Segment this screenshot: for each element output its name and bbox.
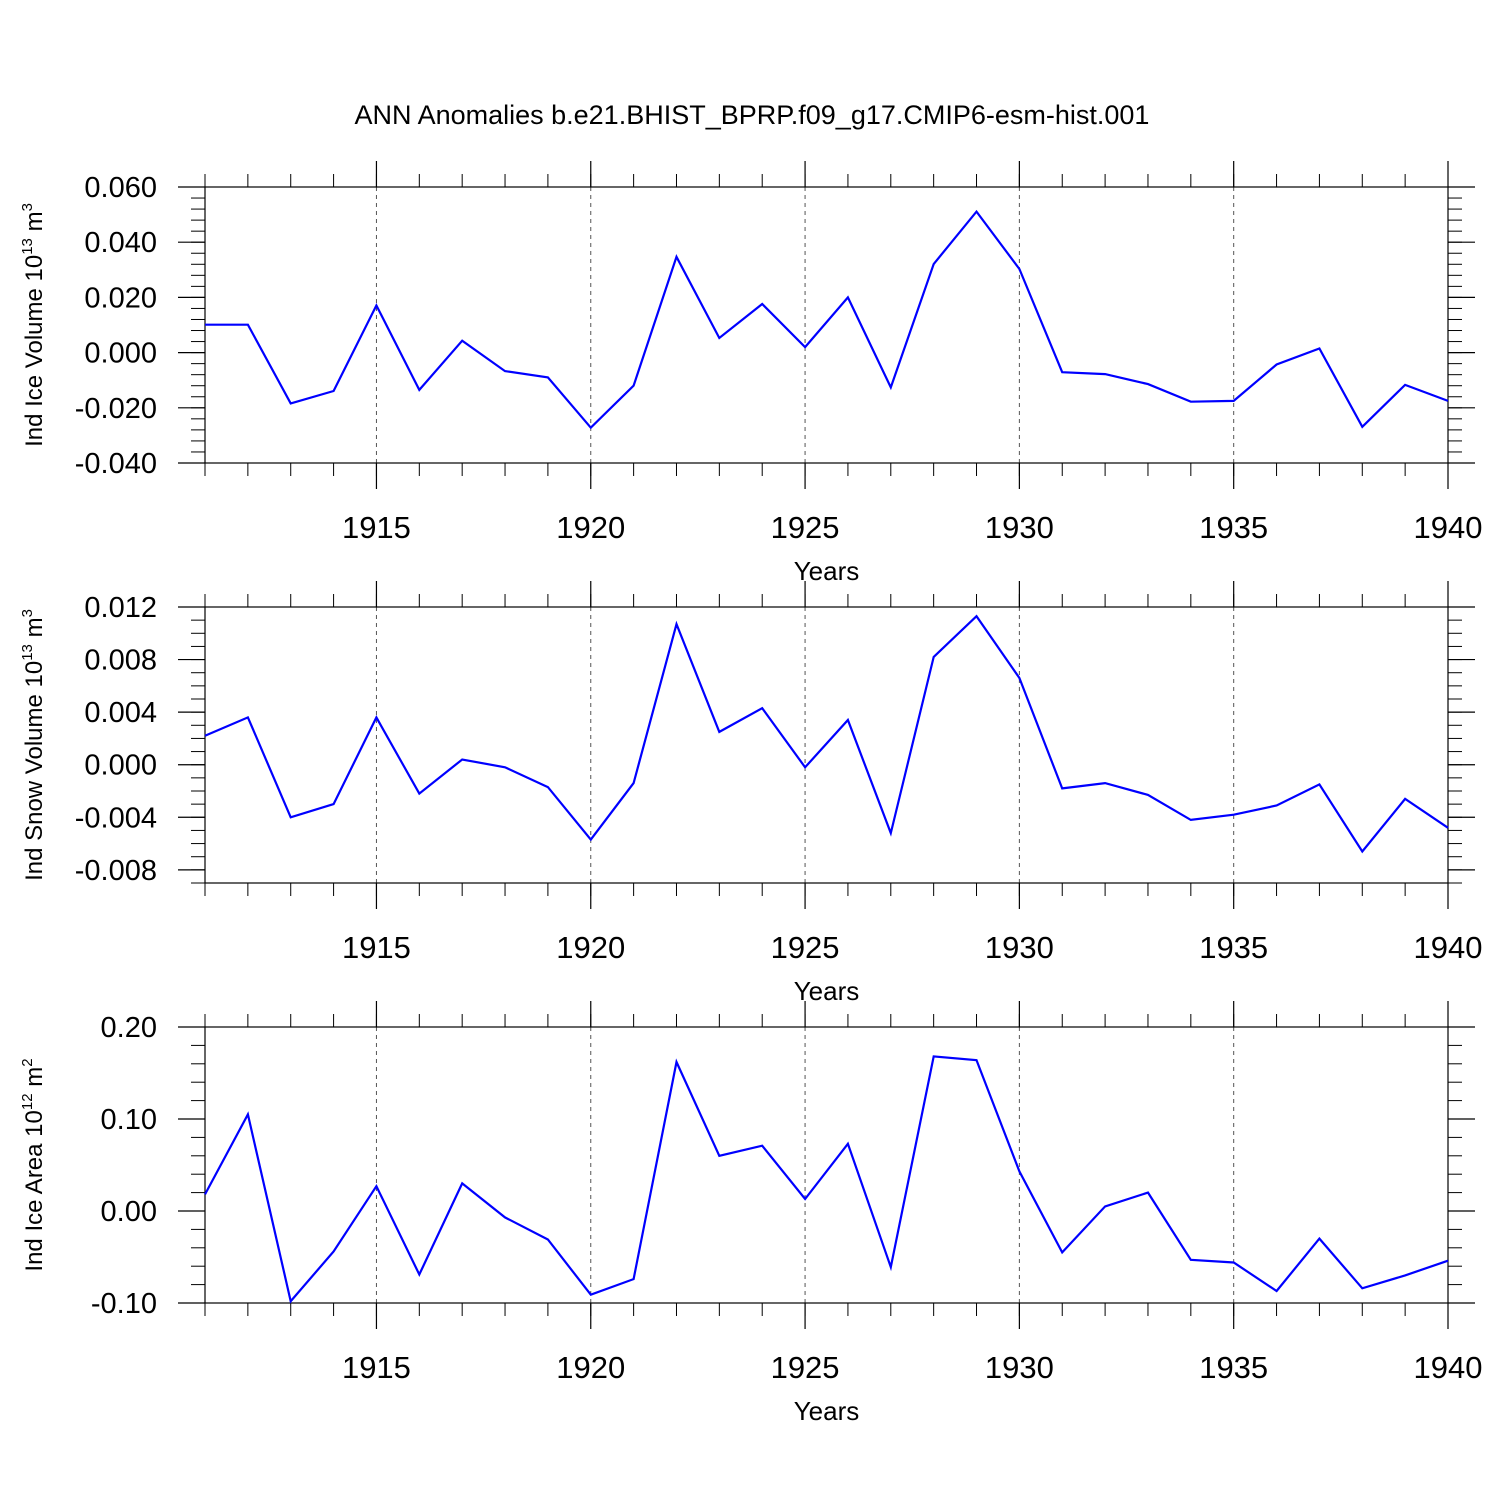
plot-frame <box>204 186 1449 464</box>
x-tick-label: 1915 <box>342 930 411 965</box>
panel-ice-area: -0.10 0.00 0.10 0.20 1915 1920 1925 1930 1935 194… <box>19 1001 1482 1426</box>
y-tick-label: 0.10 <box>101 1104 157 1136</box>
x-axis-label: Years <box>794 556 860 586</box>
chart-title: ANN Anomalies b.e21.BHIST_BPRP.f09_g17.C… <box>355 100 1150 130</box>
y-tick-label: 0.000 <box>84 750 157 782</box>
y-tick-label: 0.000 <box>84 338 157 370</box>
y-tick-label: 0.20 <box>101 1012 157 1044</box>
plot-frame <box>204 606 1449 884</box>
x-tick-label: 1925 <box>771 510 840 545</box>
x-tick-label: 1935 <box>1199 930 1268 965</box>
x-tick-label: 1935 <box>1199 510 1268 545</box>
x-tick-label: 1920 <box>556 930 625 965</box>
y-tick-label: 0.020 <box>84 282 157 314</box>
x-tick-label: 1930 <box>985 1350 1054 1385</box>
y-tick-label: 0.012 <box>84 592 157 624</box>
panel-ice-volume: -0.040 -0.020 0.000 0.020 0.040 0.060 1915 1920… <box>19 161 1482 586</box>
x-tick-label: 1940 <box>1414 1350 1483 1385</box>
panel-snow-volume: -0.008 -0.004 0.000 0.004 0.008 0.012 1915 1920… <box>19 581 1482 1006</box>
x-tick-label: 1940 <box>1414 510 1483 545</box>
x-tick-label: 1925 <box>771 930 840 965</box>
x-tick-label: 1925 <box>771 1350 840 1385</box>
y-tick-label: 0.040 <box>84 227 157 259</box>
plot-frame <box>204 1026 1449 1304</box>
y-tick-label: -0.004 <box>75 802 157 834</box>
x-axis-label: Years <box>794 1396 860 1426</box>
x-tick-label: 1920 <box>556 510 625 545</box>
y-tick-label: -0.10 <box>91 1288 157 1320</box>
x-tick-label: 1930 <box>985 930 1054 965</box>
y-axis-label: Ind Snow Volume 1013 m3 <box>19 609 48 881</box>
x-axis-label: Years <box>794 976 860 1006</box>
series-line <box>204 614 1449 854</box>
y-tick-label: 0.004 <box>84 697 157 729</box>
y-axis-label: Ind Ice Volume 1013 m3 <box>19 203 48 447</box>
y-tick-label: -0.008 <box>75 855 157 887</box>
series-line <box>204 1055 1449 1304</box>
y-tick-label: -0.020 <box>75 393 157 425</box>
y-tick-label: 0.060 <box>84 172 157 204</box>
x-tick-label: 1915 <box>342 510 411 545</box>
x-tick-label: 1915 <box>342 1350 411 1385</box>
y-tick-label: 0.00 <box>101 1196 157 1228</box>
x-tick-label: 1940 <box>1414 930 1483 965</box>
x-tick-label: 1920 <box>556 1350 625 1385</box>
series-line <box>205 209 1449 430</box>
y-tick-label: 0.008 <box>84 645 157 677</box>
x-tick-label: 1935 <box>1199 1350 1268 1385</box>
x-tick-label: 1930 <box>985 510 1054 545</box>
y-axis-label: Ind Ice Area 1012 m2 <box>19 1058 48 1271</box>
y-tick-label: -0.040 <box>75 448 157 480</box>
